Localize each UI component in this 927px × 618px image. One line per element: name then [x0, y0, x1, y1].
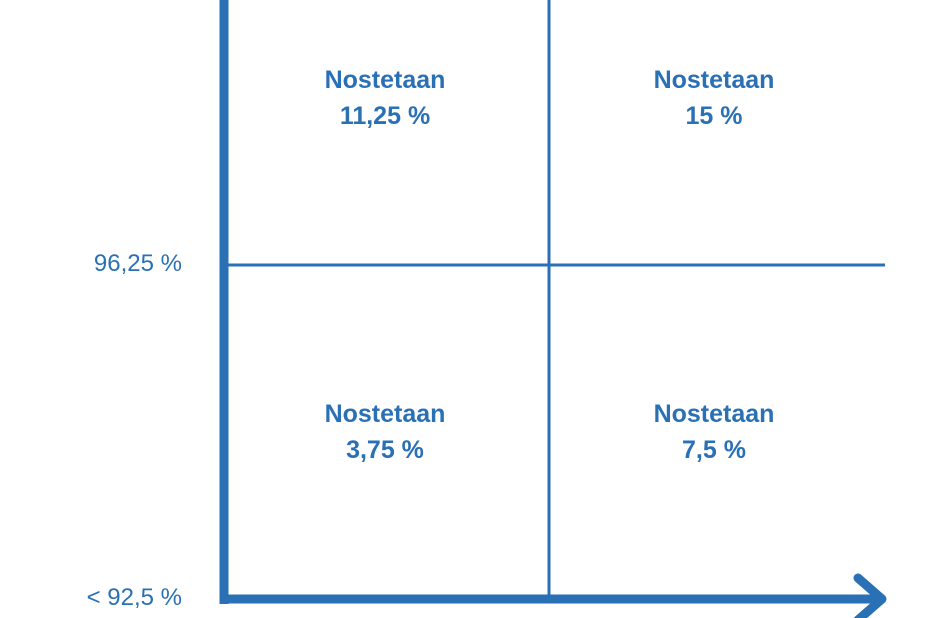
quadrant-top-left-value: 11,25 % [339, 102, 431, 130]
quadrant-bottom-left-title: Nostetaan [324, 400, 446, 428]
quadrant-bottom-right-value: 7,5 % [682, 436, 746, 464]
quadrant-top-right-label: Nostetaan 15 % [604, 62, 824, 134]
x-axis-arrow-icon [853, 573, 887, 618]
quadrant-top-right-value: 15 % [685, 102, 743, 130]
quadrant-bottom-right-title: Nostetaan [653, 400, 775, 428]
quadrant-top-left-title: Nostetaan [324, 66, 446, 94]
quadrant-bottom-right-label: Nostetaan 7,5 % [604, 396, 824, 468]
quadrant-top-right-title: Nostetaan [653, 66, 775, 94]
y-axis-low-label: < 92,5 % [86, 584, 182, 611]
y-axis-mid-label: 96,25 % [93, 250, 182, 277]
quadrant-bottom-left-label: Nostetaan 3,75 % [275, 396, 495, 468]
quadrant-top-left-label: Nostetaan 11,25 % [275, 62, 495, 134]
quadrant-bottom-left-value: 3,75 % [346, 436, 424, 464]
